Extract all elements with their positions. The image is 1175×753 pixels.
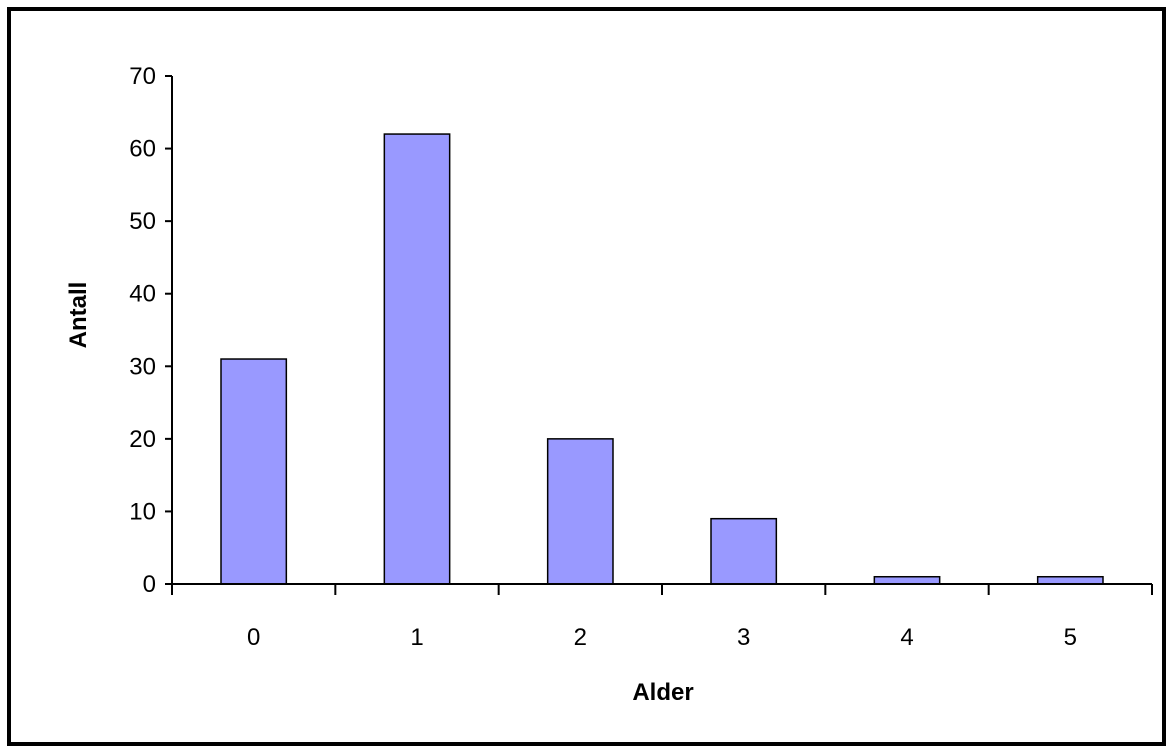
y-tick-label-60: 60 <box>129 136 156 163</box>
y-tick-label-50: 50 <box>129 208 156 235</box>
y-tick-label-10: 10 <box>129 498 156 525</box>
axes-group <box>165 75 1153 595</box>
x-tick-label-4: 4 <box>900 624 913 651</box>
y-tick-label-30: 30 <box>129 353 156 380</box>
x-axis-title: Alder <box>632 679 693 706</box>
bar-0 <box>220 358 288 585</box>
bar-1 <box>383 133 451 585</box>
bar-2 <box>546 438 614 585</box>
x-tick-label-2: 2 <box>574 624 587 651</box>
y-tick-label-70: 70 <box>129 63 156 90</box>
labels-group: 0 10 20 30 40 50 60 70 0 1 2 3 4 5 <box>129 63 1077 651</box>
x-tick-label-1: 1 <box>410 624 423 651</box>
chart-frame <box>7 7 1166 746</box>
bars-group <box>220 133 1104 585</box>
y-axis-title: Antall <box>65 282 92 349</box>
x-tick-label-3: 3 <box>737 624 750 651</box>
y-tick-label-0: 0 <box>143 571 156 598</box>
y-tick-label-40: 40 <box>129 281 156 308</box>
bar-5 <box>1036 575 1104 585</box>
y-tick-label-20: 20 <box>129 426 156 453</box>
x-tick-label-0: 0 <box>247 624 260 651</box>
x-tick-label-5: 5 <box>1064 624 1077 651</box>
bar-4 <box>873 575 941 585</box>
bar-3 <box>710 517 778 585</box>
